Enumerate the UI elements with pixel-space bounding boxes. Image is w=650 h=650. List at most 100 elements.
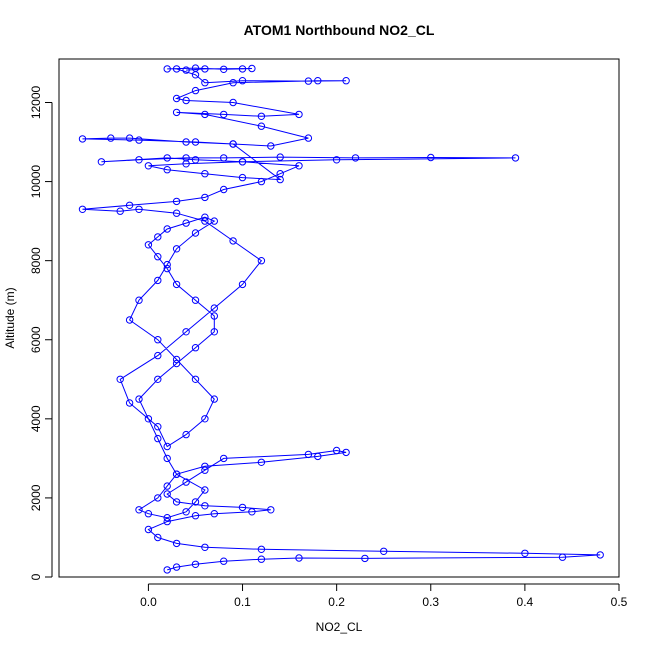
data-point — [191, 344, 200, 352]
y-axis-label: Altitude (m) — [3, 287, 17, 348]
data-point — [238, 65, 247, 73]
y-tick-label: 0 — [29, 573, 43, 580]
data-point — [172, 197, 181, 206]
data-layer — [78, 64, 604, 574]
data-point — [191, 86, 200, 95]
data-point — [144, 525, 153, 534]
data-point — [154, 233, 162, 241]
data-point — [182, 219, 190, 227]
data-point — [172, 539, 181, 548]
data-point — [154, 494, 162, 502]
x-tick-label: 0.4 — [517, 595, 534, 609]
x-tick-label: 0.0 — [140, 595, 157, 609]
data-point — [210, 312, 219, 320]
data-point — [78, 135, 87, 143]
chart-title: ATOM1 Northbound NO2_CL — [244, 22, 435, 38]
data-point — [238, 158, 247, 166]
data-point — [210, 328, 219, 336]
data-point — [201, 170, 209, 178]
data-point — [257, 555, 266, 563]
plot-frame — [58, 58, 620, 578]
data-point — [154, 336, 162, 344]
data-point — [125, 316, 134, 324]
data-point — [144, 241, 153, 249]
data-point — [210, 217, 219, 225]
data-point — [135, 205, 143, 214]
data-point — [276, 153, 284, 161]
data-point — [163, 225, 171, 233]
data-point — [191, 156, 200, 164]
data-point — [220, 110, 228, 119]
data-point — [342, 448, 350, 457]
data-point — [238, 173, 247, 182]
data-point — [201, 213, 209, 221]
data-point — [163, 566, 171, 574]
data-point — [163, 260, 171, 269]
data-point — [342, 77, 350, 85]
data-point — [295, 110, 303, 119]
data-point — [229, 140, 237, 148]
data-point — [182, 508, 190, 516]
x-axis-label: NO2_CL — [316, 620, 363, 634]
x-tick-label: 0.2 — [328, 595, 345, 609]
data-point — [332, 446, 341, 455]
data-point — [380, 547, 388, 555]
data-point — [201, 217, 209, 225]
data-point — [210, 395, 219, 403]
data-point — [107, 134, 115, 142]
data-point — [182, 66, 190, 74]
data-point — [558, 553, 567, 561]
data-point — [154, 375, 162, 383]
data-point — [521, 549, 529, 557]
data-point — [182, 430, 190, 439]
data-point — [220, 185, 228, 194]
data-point — [220, 454, 228, 463]
data-point — [257, 458, 266, 466]
data-point — [163, 482, 171, 490]
y-tick-label: 8000 — [29, 247, 43, 274]
data-point — [154, 253, 162, 261]
data-point — [229, 237, 237, 245]
data-point — [182, 478, 190, 486]
data-point — [201, 543, 209, 551]
data-point — [154, 533, 162, 542]
data-point — [135, 156, 143, 164]
y-tick-label: 12000 — [29, 85, 43, 119]
y-tick-label: 10000 — [29, 165, 43, 199]
data-point — [220, 154, 228, 162]
data-point — [238, 503, 247, 512]
data-point — [144, 415, 153, 423]
data-point — [172, 470, 181, 478]
data-point — [191, 560, 200, 568]
data-point — [304, 134, 313, 142]
data-point — [172, 563, 181, 571]
data-point — [248, 508, 256, 516]
data-point — [304, 77, 313, 85]
data-point — [191, 296, 200, 304]
y-tick-label: 4000 — [29, 405, 43, 432]
x-axis: 0.0 0.1 0.2 0.3 0.4 0.5 — [140, 583, 628, 609]
data-point — [201, 415, 209, 423]
data-point — [172, 355, 181, 364]
data-point — [238, 77, 247, 85]
y-axis: 0 2000 4000 6000 8000 10000 12000 — [29, 85, 53, 580]
data-point — [257, 545, 266, 553]
data-point — [201, 462, 209, 470]
data-point — [267, 142, 275, 150]
data-point — [182, 96, 190, 105]
data-point — [191, 498, 200, 506]
data-point — [154, 423, 162, 431]
data-point — [267, 506, 275, 514]
data-point — [201, 193, 209, 202]
data-point — [125, 399, 134, 407]
data-point — [172, 108, 181, 117]
y-tick-label: 2000 — [29, 484, 43, 511]
data-point — [238, 280, 247, 289]
data-point — [163, 65, 171, 73]
data-point — [172, 359, 181, 368]
data-point — [257, 177, 266, 186]
data-point — [97, 158, 106, 166]
data-point — [314, 452, 322, 461]
data-point — [163, 514, 171, 522]
